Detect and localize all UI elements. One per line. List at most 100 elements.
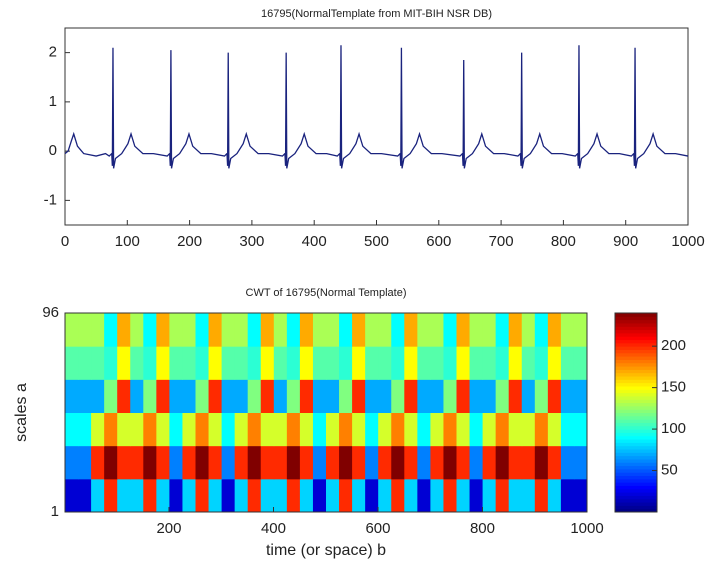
chart-title: CWT of 16795(Normal Template) bbox=[246, 287, 407, 299]
cwt-cell bbox=[339, 478, 353, 513]
colorbar-band bbox=[615, 435, 657, 440]
cwt-cell bbox=[326, 346, 340, 380]
colorbar-band bbox=[615, 402, 657, 407]
cwt-cell bbox=[469, 379, 484, 413]
x-tick-label: 600 bbox=[365, 520, 390, 537]
colorbar-band bbox=[615, 379, 657, 384]
cwt-cell bbox=[404, 313, 418, 347]
cwt-cell bbox=[508, 346, 523, 380]
x-tick-label: 900 bbox=[613, 233, 638, 250]
colorbar-tick-label: 200 bbox=[661, 337, 686, 354]
cwt-cell bbox=[521, 412, 536, 447]
cwt-cell bbox=[130, 445, 144, 480]
cwt-cell bbox=[143, 412, 157, 447]
cwt-cell bbox=[534, 379, 549, 413]
cwt-cell bbox=[443, 346, 457, 380]
cwt-cell bbox=[391, 445, 405, 480]
cwt-cell bbox=[352, 478, 366, 513]
x-tick-label: 300 bbox=[239, 233, 264, 250]
x-tick-label: 800 bbox=[551, 233, 576, 250]
cwt-cell bbox=[352, 346, 366, 380]
cwt-cell bbox=[78, 478, 92, 513]
cwt-cell bbox=[130, 313, 144, 347]
colorbar-band bbox=[615, 316, 657, 321]
cwt-cell bbox=[91, 478, 105, 513]
colorbar-band bbox=[615, 502, 657, 506]
cwt-cell bbox=[221, 379, 236, 413]
colorbar-band bbox=[615, 505, 657, 510]
colorbar-band bbox=[615, 313, 657, 317]
cwt-cell bbox=[117, 379, 131, 413]
cwt-cell bbox=[391, 412, 405, 447]
colorbar-band bbox=[615, 492, 657, 496]
cwt-cell bbox=[78, 379, 92, 413]
cwt-cell bbox=[208, 379, 223, 413]
cwt-cell bbox=[352, 379, 366, 413]
cwt-cell bbox=[182, 412, 196, 447]
cwt-cell bbox=[352, 412, 366, 447]
cwt-cell bbox=[404, 346, 418, 380]
colorbar-band bbox=[615, 462, 657, 467]
cwt-cell bbox=[130, 379, 144, 413]
cwt-cell bbox=[495, 478, 510, 513]
cwt-cell bbox=[365, 313, 379, 347]
cwt-cell bbox=[521, 379, 536, 413]
cwt-cell bbox=[260, 412, 275, 447]
cwt-cell bbox=[208, 313, 223, 347]
plot-frame bbox=[64, 27, 689, 226]
colorbar-band bbox=[615, 482, 657, 486]
cwt-cell bbox=[104, 313, 118, 347]
cwt-cell bbox=[273, 379, 288, 413]
cwt-cell bbox=[78, 412, 92, 447]
x-tick-label: 800 bbox=[470, 520, 495, 537]
cwt-cell bbox=[443, 445, 457, 480]
cwt-cell bbox=[495, 445, 510, 480]
cwt-cell bbox=[234, 412, 249, 447]
cwt-cell bbox=[299, 478, 314, 513]
cwt-cell bbox=[326, 478, 340, 513]
cwt-cell bbox=[234, 346, 249, 380]
cwt-cell bbox=[508, 313, 523, 347]
colorbar-band bbox=[615, 405, 657, 410]
cwt-cell bbox=[430, 412, 444, 447]
x-tick-label: 600 bbox=[426, 233, 451, 250]
cwt-cell bbox=[286, 379, 301, 413]
cwt-cell bbox=[143, 445, 157, 480]
cwt-cell bbox=[430, 313, 444, 347]
colorbar-band bbox=[615, 508, 657, 513]
cwt-cell bbox=[65, 346, 79, 380]
cwt-cell bbox=[521, 478, 536, 513]
cwt-cell bbox=[469, 445, 484, 480]
colorbar-band bbox=[615, 429, 657, 433]
cwt-cell bbox=[573, 313, 588, 347]
cwt-cell bbox=[65, 445, 79, 480]
cwt-cell bbox=[104, 379, 118, 413]
y-tick-label: 2 bbox=[49, 44, 57, 61]
cwt-cell bbox=[117, 412, 131, 447]
y-tick-label: 96 bbox=[42, 304, 59, 321]
cwt-cell bbox=[430, 346, 444, 380]
cwt-cell bbox=[443, 313, 457, 347]
cwt-cell bbox=[65, 313, 79, 347]
cwt-cell bbox=[260, 379, 275, 413]
cwt-cell bbox=[495, 313, 510, 347]
cwt-cell bbox=[78, 346, 92, 380]
cwt-cell bbox=[573, 478, 588, 513]
cwt-cell bbox=[404, 445, 418, 480]
cwt-cell bbox=[143, 478, 157, 513]
x-tick-label: 500 bbox=[364, 233, 389, 250]
cwt-cell bbox=[560, 313, 575, 347]
cwt-cell bbox=[273, 346, 288, 380]
cwt-cell bbox=[195, 346, 210, 380]
cwt-cell bbox=[326, 313, 340, 347]
cwt-cell bbox=[547, 412, 562, 447]
cwt-cell bbox=[247, 478, 262, 513]
colorbar-band bbox=[615, 359, 657, 364]
colorbar-band bbox=[615, 385, 657, 390]
cwt-cell bbox=[547, 346, 562, 380]
cwt-cell bbox=[169, 412, 183, 447]
cwt-cell bbox=[456, 346, 471, 380]
cwt-cell bbox=[365, 478, 379, 513]
cwt-cell bbox=[169, 346, 183, 380]
y-axis-label: scales a bbox=[13, 383, 30, 442]
